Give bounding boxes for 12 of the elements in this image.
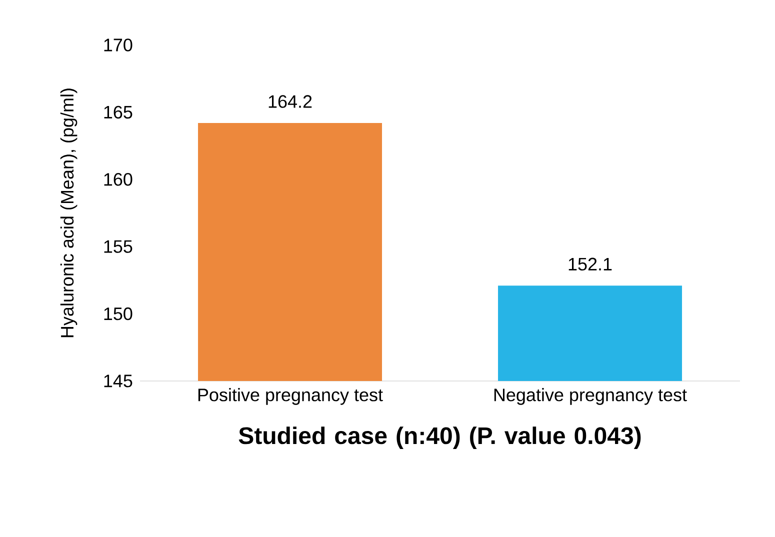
x-tick-label: Positive pregnancy test — [198, 388, 383, 405]
data-label: 164.2 — [268, 95, 312, 108]
x-axis-title: Studied case (n:40) (P. value 0.043) — [238, 426, 641, 449]
y-tick-label: 145 — [104, 374, 132, 388]
x-tick-label: Negative pregnancy test — [494, 388, 687, 405]
y-tick-label: 155 — [104, 240, 132, 253]
y-axis-title: Hyaluronic acid (Mean), (pg/ml) — [60, 88, 78, 338]
y-tick-label: 160 — [104, 173, 132, 186]
y-tick-label: 150 — [104, 307, 132, 320]
y-tick-label: 165 — [104, 106, 132, 119]
y-tick-label: 170 — [104, 38, 132, 52]
data-label: 152.1 — [568, 258, 612, 271]
